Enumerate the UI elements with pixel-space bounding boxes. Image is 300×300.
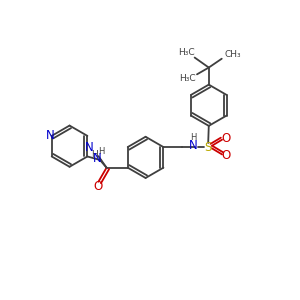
- Text: H: H: [91, 150, 98, 159]
- Text: N: N: [93, 152, 101, 165]
- Text: S: S: [205, 141, 212, 154]
- Text: O: O: [221, 149, 230, 162]
- Text: H: H: [190, 133, 197, 142]
- Text: H: H: [98, 147, 105, 156]
- Text: O: O: [221, 132, 230, 145]
- Text: N: N: [85, 141, 94, 154]
- Text: O: O: [93, 180, 103, 193]
- Text: N: N: [46, 129, 55, 142]
- Text: H₃C: H₃C: [179, 74, 195, 83]
- Text: H₃C: H₃C: [178, 48, 195, 57]
- Text: N: N: [189, 140, 198, 152]
- Text: CH₃: CH₃: [224, 50, 241, 59]
